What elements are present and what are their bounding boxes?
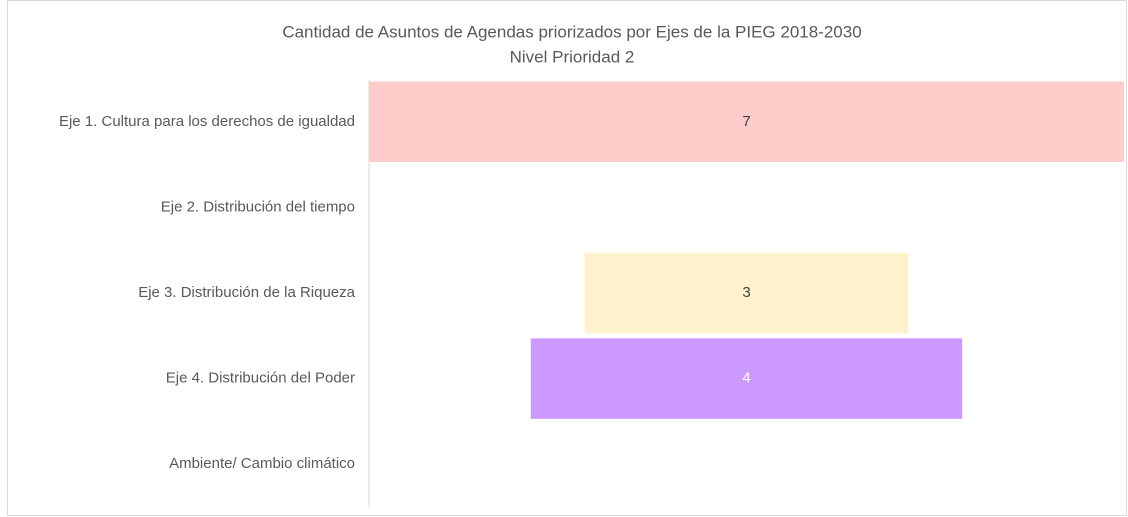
bar [369, 81, 1124, 163]
data-label: 4 [742, 370, 750, 387]
bar [584, 252, 909, 334]
category-label: Eje 1. Cultura para los derechos de igua… [59, 113, 355, 130]
data-label: 3 [742, 284, 750, 301]
category-label: Ambiente/ Cambio climático [169, 455, 355, 472]
chart-title: Cantidad de Asuntos de Agendas priorizad… [282, 22, 861, 41]
category-label: Eje 4. Distribución del Poder [166, 370, 355, 387]
chart-border [7, 0, 1127, 516]
chart-subtitle: Nivel Prioridad 2 [510, 47, 635, 66]
category-label: Eje 2. Distribución del tiempo [161, 198, 355, 215]
bar [530, 338, 963, 419]
category-label: Eje 3. Distribución de la Riqueza [138, 284, 355, 301]
data-label: 7 [742, 113, 750, 130]
